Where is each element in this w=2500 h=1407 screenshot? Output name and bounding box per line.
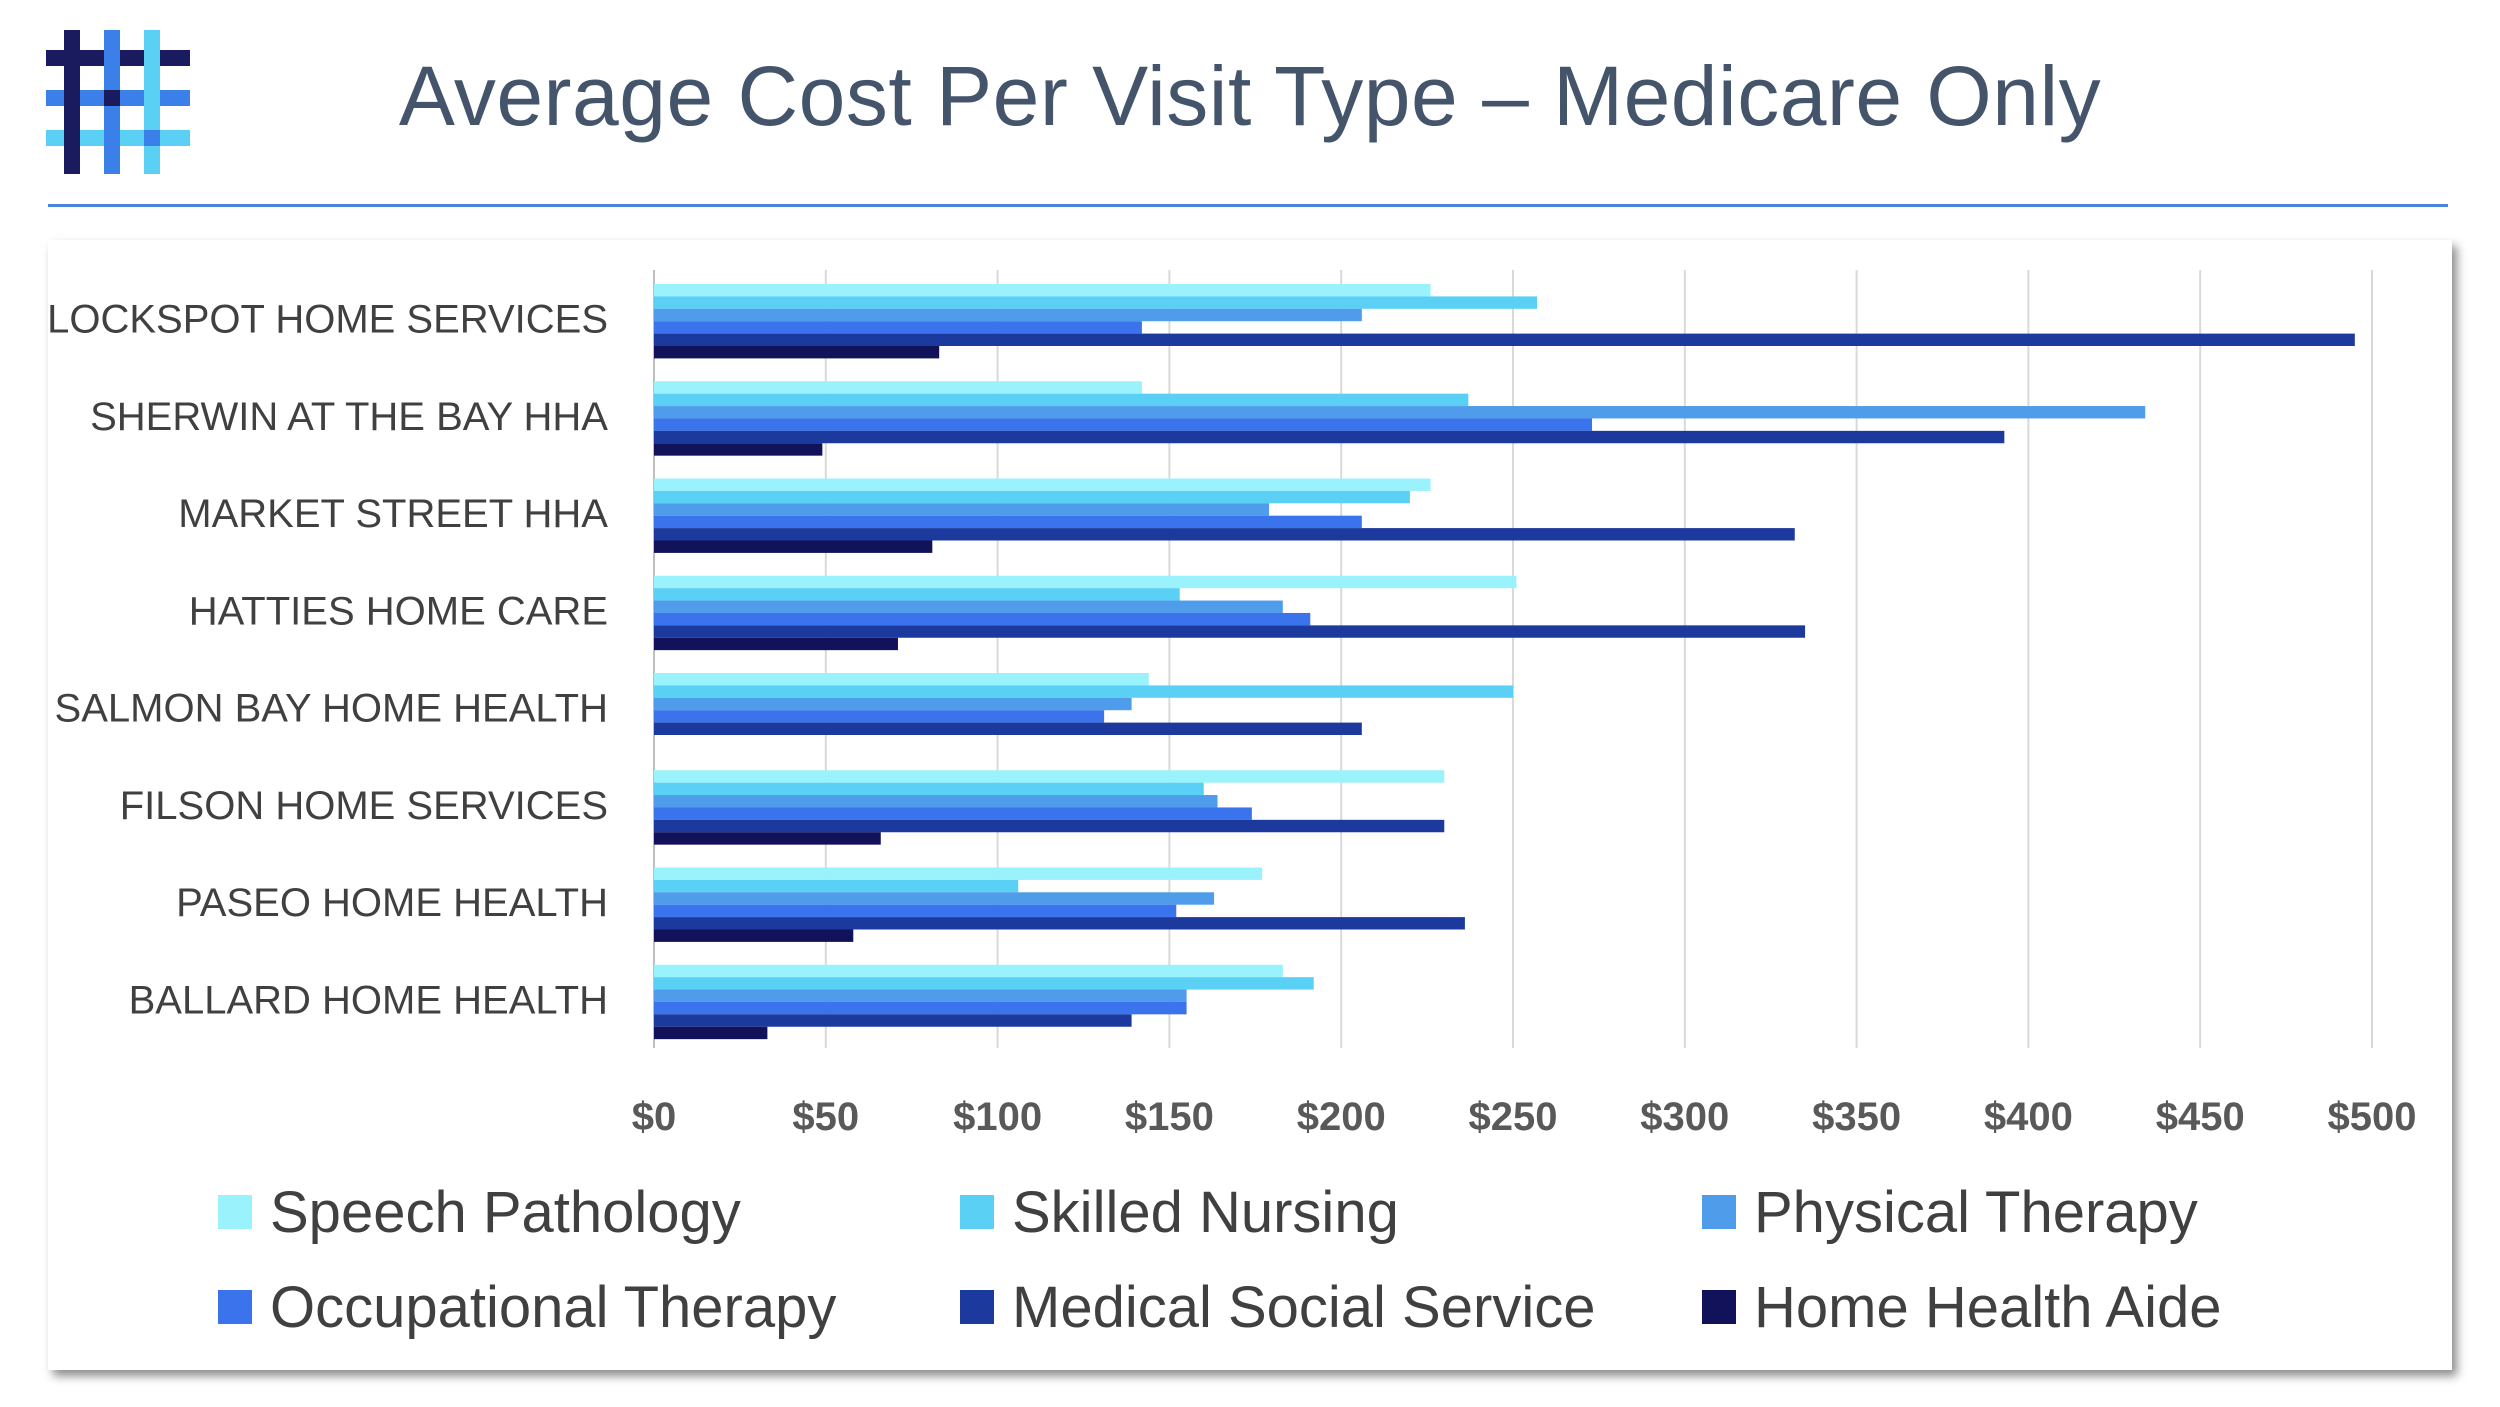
x-tick-label: $200 [1297, 1095, 1386, 1139]
category-label: BALLARD HOME HEALTH [129, 978, 608, 1022]
bar [654, 819, 1445, 833]
hashtag-grid-logo-icon [46, 30, 190, 174]
bar [654, 321, 1142, 334]
x-tick-label: $400 [1984, 1095, 2073, 1139]
bar [654, 625, 1806, 638]
x-tick-label: $100 [953, 1095, 1042, 1139]
bar [654, 977, 1314, 990]
category-label: HATTIES HOME CARE [189, 589, 608, 633]
bar [654, 600, 1283, 613]
legend-item: Occupational Therapy [218, 1267, 836, 1347]
legend-label: Physical Therapy [1754, 1179, 2198, 1245]
legend-item: Physical Therapy [1702, 1172, 2198, 1252]
bar [654, 333, 2355, 346]
bar [654, 478, 1431, 491]
category-label: MARKET STREET HHA [178, 492, 608, 536]
bar [654, 612, 1311, 626]
bar [654, 964, 1283, 978]
bar [654, 1014, 1132, 1027]
legend-item: Medical Social Service [960, 1267, 1595, 1347]
legend-item: Skilled Nursing [960, 1172, 1399, 1252]
category-label: LOCKSPOT HOME SERVICES [48, 298, 608, 342]
legend-label: Speech Pathology [270, 1179, 741, 1245]
legend-swatch [1702, 1195, 1736, 1229]
bar [654, 443, 823, 456]
bar-chart: $0 $50 $100 $150 $200 $250 $300 $350 $400 $450 $50… [48, 270, 2417, 1139]
bar [654, 710, 1105, 723]
bar [654, 917, 1465, 930]
legend-item: Speech Pathology [218, 1172, 741, 1252]
bar [654, 904, 1177, 918]
bar [654, 406, 2146, 419]
bar [654, 929, 854, 942]
bar [654, 1001, 1187, 1015]
bar [654, 879, 1019, 893]
legend-label: Home Health Aide [1754, 1274, 2222, 1340]
bar [654, 685, 1513, 698]
legend-swatch [218, 1290, 252, 1324]
title-divider [48, 204, 2448, 207]
bar [654, 832, 881, 845]
x-tick-label: $0 [632, 1095, 677, 1139]
bar [654, 637, 898, 651]
category-label: FILSON HOME SERVICES [120, 784, 608, 828]
bar [654, 722, 1362, 735]
bar [654, 697, 1132, 711]
bar [654, 418, 1593, 431]
bar [654, 782, 1204, 796]
chart-card: $0 $50 $100 $150 $200 $250 $300 $350 $400 $450 $50… [48, 240, 2452, 1370]
category-label: SALMON BAY HOME HEALTH [55, 687, 608, 731]
x-tick-label: $250 [1469, 1095, 1558, 1139]
bar [654, 490, 1410, 504]
bar [654, 867, 1263, 880]
bar [654, 346, 940, 359]
bar [654, 430, 2005, 444]
legend-swatch [1702, 1290, 1736, 1324]
bar [654, 515, 1362, 529]
bar [654, 296, 1538, 309]
x-tick-label: $50 [792, 1095, 859, 1139]
legend-label: Occupational Therapy [270, 1274, 837, 1340]
legend-label: Skilled Nursing [1012, 1179, 1399, 1245]
bar [654, 540, 933, 553]
x-tick-label: $350 [1812, 1095, 1901, 1139]
bar [654, 393, 1469, 407]
bar [654, 575, 1517, 589]
bar [654, 588, 1180, 601]
legend-item: Home Health Aide [1702, 1267, 2221, 1347]
bar [654, 892, 1215, 905]
bar [654, 528, 1795, 541]
x-tick-label: $300 [1640, 1095, 1729, 1139]
chart-legend: Speech Pathology Skilled Nursing Physical … [218, 1172, 2318, 1372]
bar [654, 381, 1142, 394]
legend-swatch [960, 1195, 994, 1229]
x-tick-label: $150 [1125, 1095, 1214, 1139]
page-title: Average Cost Per Visit Type – Medicare O… [398, 49, 2102, 143]
x-tick-label: $500 [2328, 1095, 2417, 1139]
bar [654, 284, 1431, 297]
bar [654, 795, 1218, 808]
bar [654, 770, 1445, 783]
bar [654, 308, 1362, 322]
legend-label: Medical Social Service [1012, 1274, 1596, 1340]
legend-swatch [218, 1195, 252, 1229]
bar [654, 673, 1149, 686]
bar [654, 1026, 768, 1040]
category-label: SHERWIN AT THE BAY HHA [90, 395, 608, 439]
bar [654, 807, 1252, 820]
legend-swatch [960, 1290, 994, 1324]
bar [654, 989, 1187, 1002]
x-tick-label: $450 [2156, 1095, 2245, 1139]
category-label: PASEO HOME HEALTH [176, 881, 608, 925]
bar [654, 503, 1270, 516]
